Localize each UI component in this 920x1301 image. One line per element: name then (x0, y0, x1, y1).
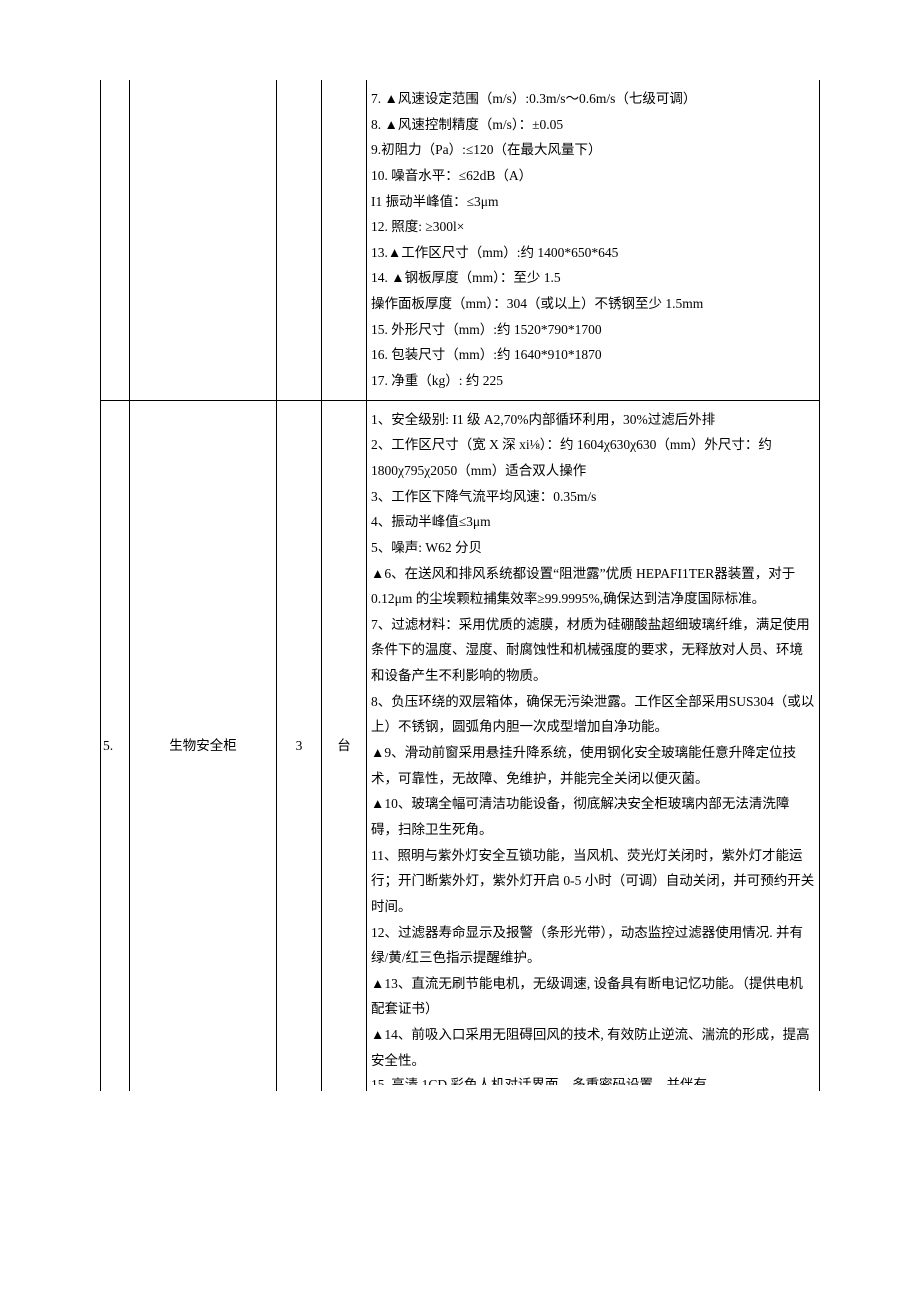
spec-line: 8. ▲风速控制精度（m/s）：±0.05 (371, 112, 815, 138)
document-page: 7. ▲风速设定范围（m/s）:0.3m/s～0.6m/s（七级可调）8. ▲风… (0, 0, 920, 1131)
table-row: 7. ▲风速设定范围（m/s）:0.3m/s～0.6m/s（七级可调）8. ▲风… (101, 80, 820, 400)
row-spec: 7. ▲风速设定范围（m/s）:0.3m/s～0.6m/s（七级可调）8. ▲风… (367, 80, 820, 400)
row-qty: 3 (277, 400, 322, 1091)
spec-line: 16. 包装尺寸（mm）:约 1640*910*1870 (371, 342, 815, 368)
row-name (130, 80, 277, 400)
spec-line: 8、负压环绕的双层箱体，确保无污染泄露。工作区全部采用SUS304（或以上）不锈… (371, 689, 815, 740)
spec-line: 2、工作区尺寸（宽 X 深 xi⅛）：约 1604χ630χ630（mm）外尺寸… (371, 432, 815, 483)
spec-line: 10. 噪音水平：≤62dB（A） (371, 163, 815, 189)
spec-line: 12. 照度: ≥300l× (371, 214, 815, 240)
spec-line: ▲6、在送风和排风系统都设置“阻泄露”优质 HEPAFI1TER器装置，对于 0… (371, 561, 815, 612)
spec-line: 9.初阻力（Pa）:≤120（在最大风量下） (371, 137, 815, 163)
spec-line: 5、噪声: W62 分贝 (371, 535, 815, 561)
table-row: 5.生物安全柜3台1、安全级别: I1 级 A2,70%内部循环利用，30%过滤… (101, 400, 820, 1091)
row-index (101, 80, 130, 400)
row-qty (277, 80, 322, 400)
row-name: 生物安全柜 (130, 400, 277, 1091)
spec-line: 4、振动半峰值≤3μm (371, 509, 815, 535)
row-spec: 1、安全级别: I1 级 A2,70%内部循环利用，30%过滤后外排2、工作区尺… (367, 400, 820, 1091)
spec-line: 11、照明与紫外灯安全互锁功能，当风机、荧光灯关闭时，紫外灯才能运行；开门断紫外… (371, 843, 815, 920)
spec-line: 操作面板厚度（mm）：304（或以上）不锈钢至少 1.5mm (371, 291, 815, 317)
spec-line: 15. 高清 1CD 彩色人机对话界面，多重密码设置，并伴有 (371, 1073, 815, 1085)
row-unit: 台 (322, 400, 367, 1091)
spec-line: I1 振动半峰值：≤3μm (371, 189, 815, 215)
spec-table: 7. ▲风速设定范围（m/s）:0.3m/s～0.6m/s（七级可调）8. ▲风… (100, 80, 820, 1091)
spec-line: 7. ▲风速设定范围（m/s）:0.3m/s～0.6m/s（七级可调） (371, 86, 815, 112)
spec-line: 7、过滤材料：采用优质的滤膜，材质为硅硼酸盐超细玻璃纤维，满足使用条件下的温度、… (371, 612, 815, 689)
spec-line: 13.▲工作区尺寸（mm）:约 1400*650*645 (371, 240, 815, 266)
spec-line: 12、过滤器寿命显示及报警（条形光带），动态监控过滤器使用情况. 并有绿/黄/红… (371, 920, 815, 971)
spec-line: ▲9、滑动前窗采用悬挂升降系统，使用钢化安全玻璃能任意升降定位技术，可靠性，无故… (371, 740, 815, 791)
spec-line: 14. ▲钢板厚度（mm）：至少 1.5 (371, 265, 815, 291)
row-index: 5. (101, 400, 130, 1091)
spec-line: ▲14、前吸入口采用无阻碍回风的技术, 有效防止逆流、湍流的形成，提高安全性。 (371, 1022, 815, 1073)
row-unit (322, 80, 367, 400)
spec-line: ▲10、玻璃全幅可清洁功能设备，彻底解决安全柜玻璃内部无法清洗障碍，扫除卫生死角… (371, 791, 815, 842)
spec-line: 15. 外形尺寸（mm）:约 1520*790*1700 (371, 317, 815, 343)
spec-line: ▲13、直流无刷节能电机，无级调速, 设备具有断电记忆功能。（提供电机配套证书） (371, 971, 815, 1022)
spec-line: 17. 净重（kg）: 约 225 (371, 368, 815, 394)
spec-line: 3、工作区下降气流平均风速：0.35m/s (371, 484, 815, 510)
spec-line: 1、安全级别: I1 级 A2,70%内部循环利用，30%过滤后外排 (371, 407, 815, 433)
